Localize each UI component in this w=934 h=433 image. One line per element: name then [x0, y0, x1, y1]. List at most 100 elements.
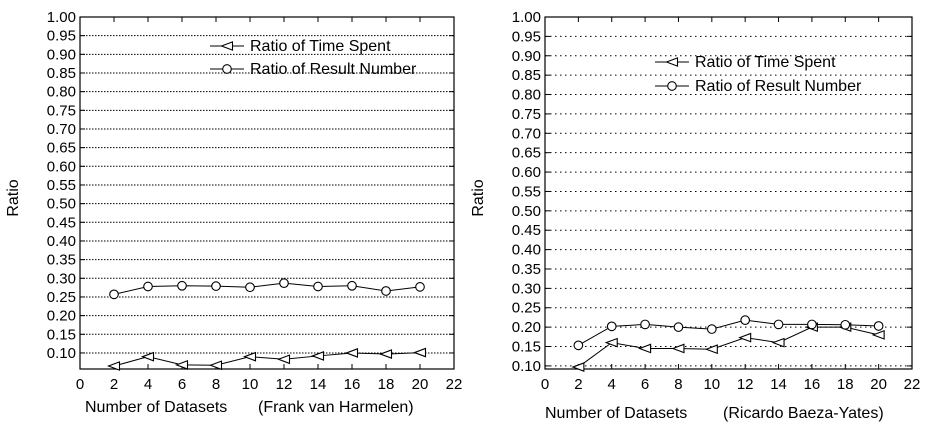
x-tick-label: 18 [837, 376, 854, 393]
legend-label: Ratio of Result Number [695, 78, 862, 95]
data-point-time-spent [378, 349, 393, 359]
y-tick-label: 0.90 [47, 46, 76, 63]
data-point-time-spent [208, 360, 223, 371]
data-point-result-number [873, 321, 884, 331]
y-tick-label: 0.25 [512, 300, 541, 317]
series-line-time-spent [578, 326, 879, 368]
y-axis-title: Ratio [470, 179, 487, 216]
y-tick-label: 0.50 [512, 203, 541, 220]
y-tick-label: 0.60 [47, 158, 76, 175]
data-point-time-spent [106, 361, 121, 371]
data-point-result-number [573, 340, 584, 351]
y-tick-label: 0.75 [512, 106, 541, 123]
y-tick-label: 0.75 [47, 102, 76, 119]
x-tick-label: 22 [904, 376, 921, 393]
data-point-time-spent [871, 329, 885, 340]
y-tick-label: 0.70 [512, 125, 541, 142]
y-tick-label: 0.30 [47, 270, 76, 287]
y-tick-label: 0.80 [47, 84, 76, 101]
x-tick-label: 6 [178, 376, 186, 393]
data-point-result-number [143, 281, 153, 292]
y-tick-label: 0.60 [512, 164, 541, 181]
y-tick-label: 0.80 [512, 87, 541, 104]
data-point-result-number [673, 322, 684, 332]
x-tick-label: 14 [310, 376, 327, 393]
y-tick-label: 0.35 [47, 252, 76, 269]
data-point-time-spent [344, 348, 359, 358]
y-tick-label: 0.20 [512, 319, 541, 336]
x-tick-label: 4 [144, 376, 152, 393]
legend-label: Ratio of Time Spent [250, 38, 391, 55]
x-axis-title: Number of Datasets [545, 405, 687, 422]
y-tick-label: 0.85 [47, 65, 76, 82]
y-tick-label: 0.55 [512, 183, 541, 200]
y-tick-label: 0.10 [47, 345, 76, 362]
y-tick-label: 0.85 [512, 67, 541, 84]
legend-marker-triangle [664, 57, 679, 67]
data-point-result-number [347, 280, 357, 291]
data-point-result-number [177, 280, 187, 291]
y-tick-label: 0.70 [47, 121, 76, 138]
y-tick-label: 0.15 [512, 339, 541, 356]
data-point-time-spent [140, 351, 155, 362]
x-tick-label: 14 [770, 376, 787, 393]
data-point-result-number [109, 289, 119, 300]
data-point-result-number [279, 278, 289, 288]
data-point-time-spent [571, 362, 585, 372]
y-tick-label: 0.10 [512, 358, 541, 375]
y-tick-label: 0.40 [47, 233, 76, 250]
x-tick-label: 16 [344, 376, 361, 393]
y-tick-label: 0.40 [512, 242, 541, 259]
y-axis-title: Ratio [5, 179, 22, 216]
data-point-time-spent [604, 337, 618, 348]
x-tick-label: 22 [446, 376, 463, 393]
x-tick-label: 4 [608, 376, 616, 393]
chart-ricardo-baeza-yates: 0.10 0.15 0.20 0.25 0.30 0.35 0.40 0.45 0.50 0.55… [470, 9, 920, 422]
x-tick-label: 6 [641, 376, 649, 393]
data-point-time-spent [310, 351, 325, 361]
y-tick-label: 0.65 [512, 145, 541, 162]
x-tick-label: 20 [870, 376, 887, 393]
data-point-time-spent [704, 344, 718, 355]
data-point-result-number [840, 319, 851, 330]
x-tick-label: 20 [412, 376, 429, 393]
legend-label: Ratio of Result Number [250, 61, 417, 78]
x-tick-label: 8 [212, 376, 220, 393]
data-point-time-spent [412, 347, 427, 358]
y-tick-label: 1.00 [512, 9, 541, 26]
data-point-result-number [640, 319, 650, 330]
chart-source-label: (Frank van Harmelen) [258, 399, 414, 416]
data-point-time-spent [242, 351, 257, 362]
x-tick-label: 8 [674, 376, 682, 393]
x-tick-label: 12 [276, 376, 293, 393]
y-tick-label: 0.90 [512, 48, 541, 65]
y-tick-label: 1.00 [47, 9, 76, 26]
x-tick-label: 0 [541, 376, 549, 393]
legend-marker-circle [222, 64, 232, 74]
data-point-result-number [211, 281, 221, 291]
data-point-result-number [807, 319, 817, 330]
data-point-time-spent [174, 359, 189, 370]
x-tick-label: 2 [574, 376, 582, 393]
data-point-result-number [245, 282, 255, 293]
series-line-time-spent [113, 352, 421, 367]
plot-frame [79, 16, 455, 370]
legend-marker-triangle [219, 41, 234, 51]
data-point-time-spent [276, 354, 291, 365]
data-point-time-spent [738, 332, 752, 343]
y-tick-label: 0.95 [512, 28, 541, 45]
y-tick-label: 0.55 [47, 177, 76, 194]
x-tick-label: 12 [737, 376, 754, 393]
x-tick-label: 10 [242, 376, 259, 393]
data-point-result-number [706, 324, 717, 334]
data-point-result-number [740, 315, 751, 326]
x-tick-label: 16 [804, 376, 821, 393]
chart-source-label: (Ricardo Baeza-Yates) [723, 405, 884, 422]
y-tick-label: 0.45 [47, 214, 76, 231]
legend-label: Ratio of Time Spent [695, 54, 836, 71]
chart-frank-van-harmelen: 0.10 0.150.20 0.25 0.300.35 0.40 0.450.50 0.55… [5, 9, 462, 416]
y-tick-label: 0.45 [512, 222, 541, 239]
y-tick-label: 0.30 [512, 280, 541, 297]
y-tick-label: 0.50 [47, 196, 76, 213]
